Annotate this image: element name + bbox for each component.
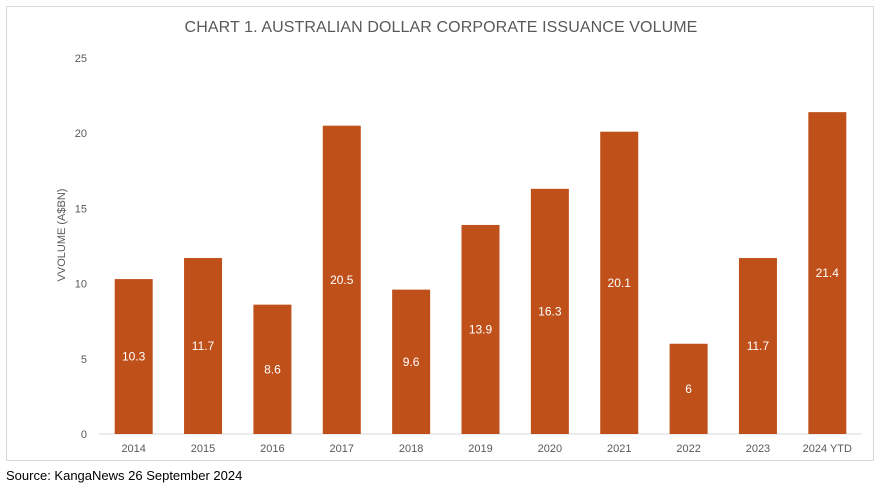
data-label: 9.6 (403, 355, 420, 369)
y-tick-label: 25 (75, 53, 87, 65)
bar-2015 (184, 258, 223, 434)
data-label: 13.9 (469, 322, 493, 336)
x-tick-label: 2015 (191, 443, 215, 455)
y-tick-label: 15 (75, 203, 87, 215)
data-label: 11.7 (747, 339, 770, 353)
data-label: 20.1 (608, 276, 632, 290)
data-label: 6 (685, 382, 692, 396)
chart-title: CHART 1. AUSTRALIAN DOLLAR CORPORATE ISS… (184, 19, 698, 36)
bar-2018 (392, 289, 431, 434)
bar-2023 (738, 258, 777, 434)
bar-2022 (669, 343, 708, 434)
bar-2024-ytd (808, 112, 847, 435)
data-label: 21.4 (816, 266, 840, 280)
data-label: 20.5 (330, 273, 354, 287)
bar-2017 (322, 125, 361, 435)
x-tick-label: 2024 YTD (803, 443, 852, 455)
x-tick-label: 2020 (538, 443, 562, 455)
bar-2016 (253, 304, 292, 434)
x-tick-label: 2016 (260, 443, 284, 455)
y-axis-ticks: 0 5 10 15 20 25 (75, 53, 87, 441)
y-tick-label: 5 (81, 354, 87, 366)
data-label: 11.7 (192, 339, 215, 353)
data-label: 16.3 (538, 304, 562, 318)
chart-frame: CHART 1. AUSTRALIAN DOLLAR CORPORATE ISS… (6, 6, 874, 461)
y-tick-label: 10 (75, 279, 87, 291)
source-note: Source: KangaNews 26 September 2024 (6, 468, 243, 483)
y-axis-label: VVOLUME (A$BN) (56, 189, 68, 282)
x-axis-ticks: 2014 2015 2016 2017 2018 2019 2020 2021 2022 2023… (121, 443, 852, 455)
x-tick-label: 2014 (121, 443, 145, 455)
x-tick-label: 2019 (468, 443, 492, 455)
data-label: 8.6 (264, 362, 281, 376)
x-tick-label: 2018 (399, 443, 423, 455)
y-tick-label: 0 (81, 429, 87, 441)
data-label: 10.3 (122, 350, 146, 364)
x-tick-label: 2017 (330, 443, 354, 455)
bar-2019 (461, 224, 500, 434)
bar-2020 (530, 188, 569, 434)
x-tick-label: 2022 (676, 443, 700, 455)
data-labels: 10.3 11.7 8.6 20.5 9.6 13.9 16.3 20.1 6 11.7 21.4 (122, 266, 839, 396)
x-tick-label: 2023 (746, 443, 770, 455)
bar-2021 (600, 131, 639, 435)
x-tick-label: 2021 (607, 443, 631, 455)
bar-2014 (114, 279, 153, 434)
y-tick-label: 20 (75, 128, 87, 140)
bars (114, 112, 847, 435)
